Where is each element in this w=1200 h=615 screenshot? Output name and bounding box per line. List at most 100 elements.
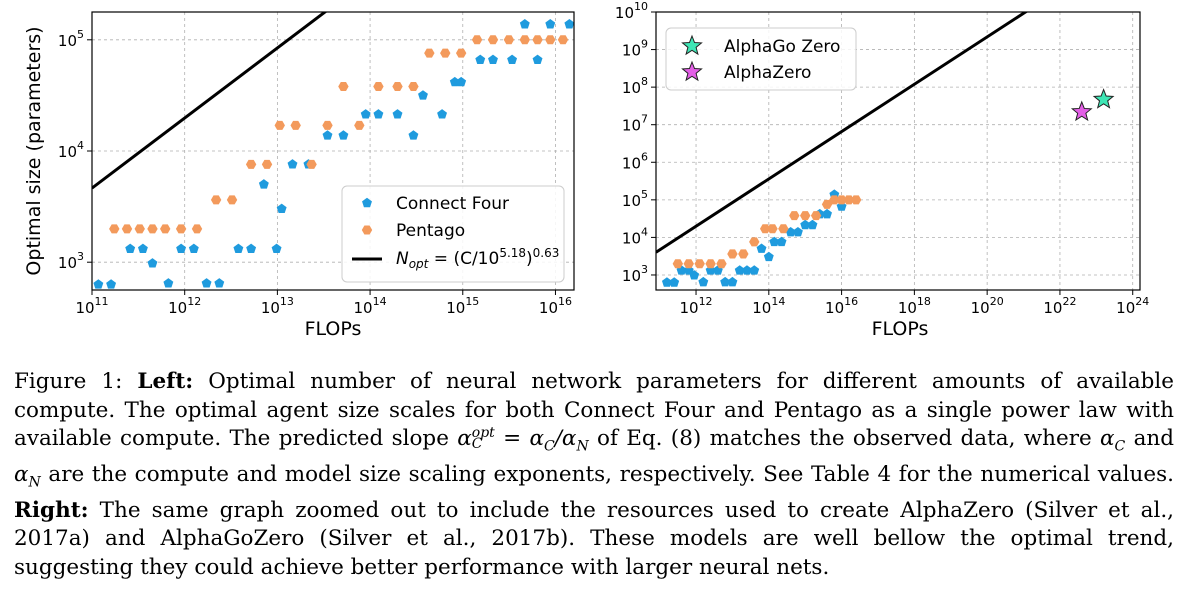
data-point-pentago (749, 237, 760, 247)
data-point-pentago (519, 35, 531, 45)
figure-canvas: 1011 1012 1013 1014 1015 1016 103 104 105 FLOPs… (23, 0, 1149, 340)
left-legend: Connect Four Pentago Nopt = (C/105.18)0.… (341, 185, 565, 283)
data-point-pentago (694, 259, 705, 269)
data-point-pentago (800, 211, 811, 221)
y-tick-label: 104 (622, 225, 648, 247)
data-point-connect-four (669, 277, 680, 287)
data-point-connect-four (246, 243, 257, 254)
data-point-connect-four (749, 265, 760, 275)
caption-alpha-c: αC (1100, 426, 1125, 454)
caption-alpha-n: αN (14, 462, 41, 490)
data-point-pentago (440, 48, 451, 58)
data-point-connect-four (276, 203, 287, 214)
caption-and: and (1133, 426, 1175, 451)
legend-marker-alphago-zero (681, 34, 703, 56)
slope-sub: C (471, 436, 483, 452)
y-tick-label: 105 (622, 188, 648, 210)
data-point-pentago (191, 224, 203, 234)
data-point-connect-four (287, 159, 298, 169)
data-point-pentago (705, 259, 716, 269)
x-tick-label: 1014 (752, 295, 785, 317)
legend-label-pentago: Pentago (396, 221, 465, 241)
data-point-pentago (134, 224, 145, 234)
data-point-pentago (424, 48, 435, 58)
y-tick-label: 107 (622, 113, 648, 135)
data-point-connect-four (519, 19, 530, 29)
data-point-connect-four (689, 270, 700, 280)
fit-label-mid: = (C/10 (428, 249, 499, 269)
y-tick-label: 1010 (615, 0, 648, 22)
data-point-pentago (532, 35, 543, 45)
data-point-connect-four (763, 251, 774, 262)
data-point-connect-four (769, 236, 780, 247)
data-point-connect-four (418, 90, 428, 100)
data-point-connect-four (807, 219, 818, 230)
left-fit-line (92, 12, 328, 190)
slope-sup: opt (471, 425, 495, 441)
data-point-pentago (160, 224, 171, 234)
y-tick-label: 109 (622, 38, 648, 60)
data-point-connect-four (437, 109, 448, 119)
data-point-connect-four (214, 278, 225, 288)
left-x-ticks: 1011 1012 1013 1014 1015 1016 (75, 290, 572, 317)
caption-text-1: Optimal number of neural network paramet… (14, 369, 1175, 451)
x-tick-label: 1012 (679, 295, 712, 317)
data-point-pentago (545, 35, 556, 45)
fit-line (92, 12, 328, 190)
data-point-pentago (850, 195, 862, 205)
data-point-pentago (408, 82, 419, 92)
y-tick-label: 105 (58, 28, 84, 50)
x-tick-label: 1012 (168, 295, 201, 317)
x-tick-label: 1018 (898, 295, 931, 317)
data-point-connect-four (776, 236, 787, 247)
data-point-connect-four (727, 276, 738, 287)
data-point-pentago (210, 195, 222, 205)
left-legend-box (341, 185, 565, 283)
data-point-connect-four (188, 243, 199, 254)
data-point-connect-four (720, 276, 731, 287)
slope-eq-sub: C (543, 438, 555, 455)
data-point-pentago (354, 120, 365, 130)
y-tick-label: 103 (622, 263, 648, 285)
fit-label-n: N (396, 249, 409, 269)
data-point-pentago (175, 224, 187, 234)
caption-text-3: are the compute and model size scaling e… (48, 461, 1174, 487)
data-point-pentago (121, 224, 133, 234)
data-point-connect-four (734, 265, 745, 275)
data-point-connect-four (822, 208, 832, 219)
right-legend: AlphaGo Zero AlphaZero (665, 27, 857, 91)
data-point-connect-four (338, 130, 349, 140)
right-fit-line (656, 12, 1029, 254)
data-point-connect-four (322, 130, 333, 140)
data-point-connect-four (800, 219, 811, 230)
legend-label-fit: Nopt = (C/105.18)0.63 (396, 246, 559, 271)
data-point-connect-four (564, 19, 574, 29)
right-panel: 1012 1014 1016 1018 1020 1022 1024 10310410510… (615, 0, 1149, 340)
left-points (93, 19, 574, 289)
data-point-connect-four (742, 265, 752, 275)
fit-label-close: ) (526, 249, 533, 269)
legend-marker-hexagon (361, 225, 373, 235)
x-tick-label: 1022 (1043, 295, 1076, 317)
left-y-axis-label: Optimal size (parameters) (23, 26, 45, 275)
slope-symbol: α (457, 426, 472, 451)
data-point-connect-four (176, 243, 187, 254)
data-point-pentago (836, 195, 847, 205)
data-point-connect-four (408, 130, 419, 140)
data-point-pentago (322, 120, 333, 130)
x-tick-label: 1016 (825, 295, 858, 317)
data-point-connect-four (475, 54, 486, 65)
data-point-connect-four (93, 279, 104, 289)
data-point-connect-four (698, 276, 709, 287)
fit-label-sub: opt (409, 257, 430, 271)
legend-marker-pentagon (362, 197, 372, 208)
right-axes-frame (655, 11, 1141, 291)
data-point-alphago-zero (1092, 88, 1115, 109)
x-tick-label: 1013 (261, 295, 294, 317)
data-point-connect-four (360, 109, 371, 119)
data-point-pentago (778, 224, 789, 234)
data-point-connect-four (258, 179, 269, 189)
data-point-pentago (338, 82, 349, 92)
legend-label-connect-four: Connect Four (396, 194, 509, 214)
caption-label: Figure 1: (14, 369, 123, 394)
